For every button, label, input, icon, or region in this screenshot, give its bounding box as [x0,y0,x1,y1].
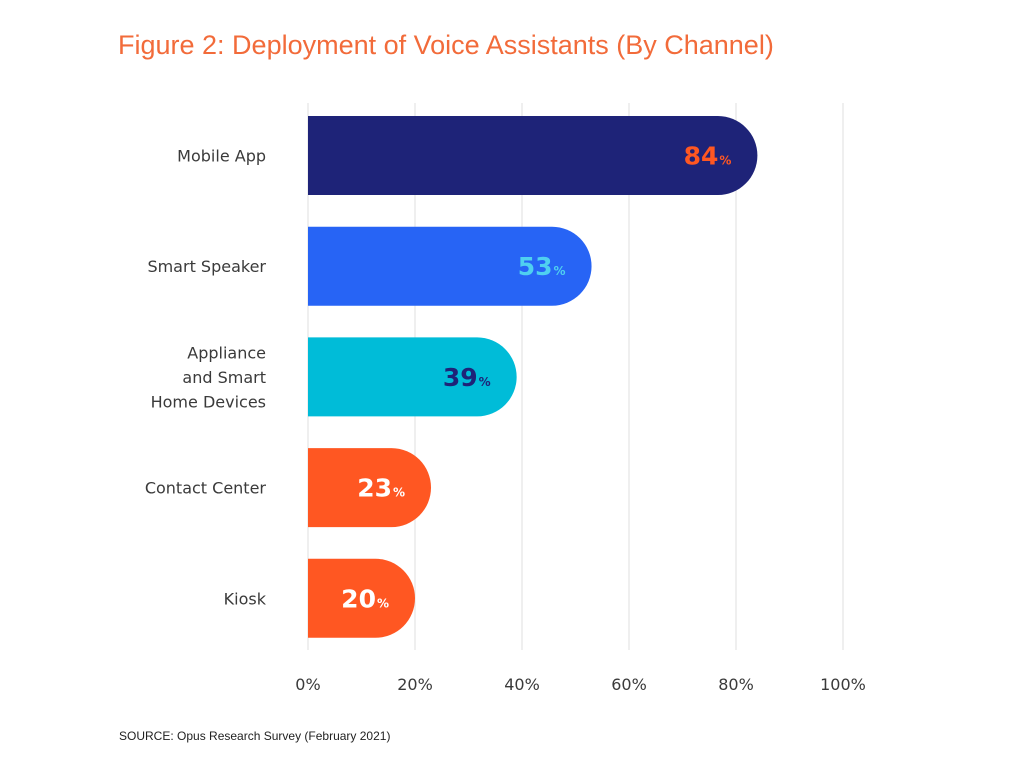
category-label: Mobile App [177,147,266,166]
category-label: Contact Center [145,479,267,498]
bar [308,337,517,417]
bars [308,116,758,638]
x-tick-label: 100% [820,675,866,694]
category-label: Kiosk [224,589,267,608]
value-labels: 84% 53% 39% 23% 20% [341,142,731,614]
bar [308,558,416,638]
x-tick-label: 80% [718,675,754,694]
value-label: 84% [684,142,732,171]
bar [308,226,592,306]
x-tick-label: 20% [397,675,433,694]
x-tick-label: 60% [611,675,647,694]
bar [308,116,758,195]
value-label: 53% [518,252,566,281]
x-tick-label: 40% [504,675,540,694]
category-labels: Mobile App Smart Speaker Appliance and Smar… [145,147,267,609]
value-label: 20% [341,584,389,613]
x-tick-label: 0% [295,675,320,694]
chart-title: Figure 2: Deployment of Voice Assistants… [118,30,774,60]
value-label: 39% [443,363,491,392]
value-label: 23% [357,474,405,503]
category-label: Appliance and Smart Home Devices [151,343,266,411]
bar [308,448,432,528]
category-label: Smart Speaker [147,257,266,276]
source-note: SOURCE: Opus Research Survey (February 2… [119,729,391,743]
x-axis-tick-labels: 0% 20% 40% 60% 80% 100% [295,675,866,694]
